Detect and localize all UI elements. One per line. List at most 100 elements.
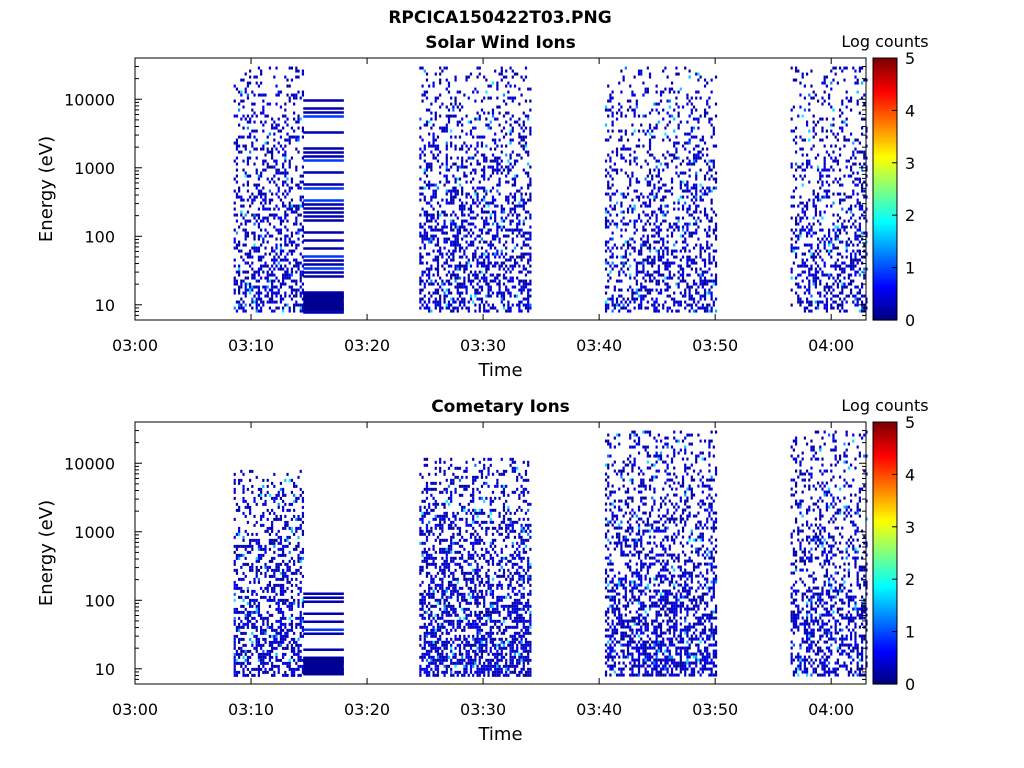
heatmap-cell [273,165,276,169]
heatmap-cell [268,180,272,184]
heatmap-cell [485,270,488,274]
heatmap-cell [655,297,658,301]
heatmap-cell [604,219,608,223]
heatmap-cell [271,123,274,127]
heatmap-cell [238,556,241,560]
heatmap-cell [527,231,530,235]
heatmap-cell [626,243,630,247]
heatmap-cell [688,222,691,226]
heatmap-cell [253,147,256,151]
heatmap-cell [522,288,525,292]
colorbar-segment [873,309,897,312]
heatmap-cell [293,117,296,121]
heatmap-cell [279,616,283,620]
heatmap-cell [255,291,258,295]
heatmap-cell [823,288,826,292]
heatmap-cell [275,637,278,641]
heatmap-cell [299,270,302,274]
heatmap-cell [527,297,530,301]
heatmap-cell [290,234,294,238]
heatmap-cell [664,162,667,166]
heatmap-cell [852,192,855,196]
heatmap-cell [825,135,828,139]
heatmap-cell [487,303,490,307]
heatmap-cell [264,667,267,671]
heatmap-cell [450,165,453,169]
heatmap-cell [797,213,800,217]
heatmap-cell [240,646,243,650]
heatmap-cell [712,159,715,163]
heatmap-cell [264,586,267,590]
heatmap-cell [249,291,252,295]
heatmap-cell [681,180,685,184]
heatmap-cell [808,129,811,133]
heatmap-cell [823,156,826,160]
heatmap-cell [260,111,263,115]
heatmap-cell [662,303,665,307]
heatmap-cell [467,261,470,265]
heatmap-cell [461,105,464,109]
heatmap-cell [524,201,528,205]
heatmap-cell [476,90,479,94]
heatmap-cell [238,291,241,295]
heatmap-cell [286,628,289,632]
heatmap-cell [498,105,501,109]
heatmap-cell [301,282,305,286]
heatmap-cell [268,580,272,584]
heatmap-cell [518,288,521,292]
heatmap-cell [264,502,267,506]
heatmap-cell [611,255,614,259]
heatmap-cell [624,147,627,151]
heatmap-cell [275,496,278,500]
heatmap-cell [255,285,258,289]
heatmap-cell [282,201,285,205]
heatmap-cell [458,246,462,250]
heatmap-cell [491,168,495,172]
heatmap-cell [668,105,671,109]
colorbar-tick-label: 3 [905,154,915,173]
heatmap-cell [240,93,243,97]
heatmap-cell [622,75,625,79]
heatmap-cell [277,625,280,629]
heatmap-cell [463,207,466,211]
heatmap-cell [286,138,289,142]
heatmap-cell [827,168,831,172]
heatmap-cell [288,99,291,103]
heatmap-cell [502,276,506,280]
heatmap-cell [613,288,616,292]
heatmap-cell [604,192,608,196]
heatmap-cell [500,171,503,175]
heatmap-cell [805,201,809,205]
heatmap-cell [827,93,831,97]
heatmap-cell [655,126,658,130]
heatmap-cell [790,228,793,232]
heatmap-cell [443,267,446,271]
heatmap-cell [447,306,451,310]
heatmap-cell [282,586,285,590]
heatmap-cell [666,309,669,313]
heatmap-cell [655,174,658,178]
heatmap-cell [659,198,663,202]
heatmap-cell [695,177,698,181]
heatmap-cell [808,300,811,304]
heatmap-cell [502,261,506,265]
heatmap-cell [257,655,261,659]
heatmap-cell [419,153,422,157]
heatmap-cell [494,69,497,73]
heatmap-cell [801,264,804,268]
heatmap-cell [524,210,528,214]
heatmap-cell [277,502,280,506]
heatmap-cell [863,231,866,235]
heatmap-cell [279,589,283,593]
heatmap-cell [810,147,813,151]
heatmap-cell [507,267,510,271]
heatmap-cell [436,261,440,265]
heatmap-cell [690,192,693,196]
heatmap-cell [611,183,614,187]
heatmap-cell [421,138,424,142]
solar-wind-x-axis-label: Time [477,360,522,381]
heatmap-cell [673,156,676,160]
heatmap-cell [450,156,453,160]
heatmap-cell [238,505,241,509]
heatmap-cell [801,270,804,274]
